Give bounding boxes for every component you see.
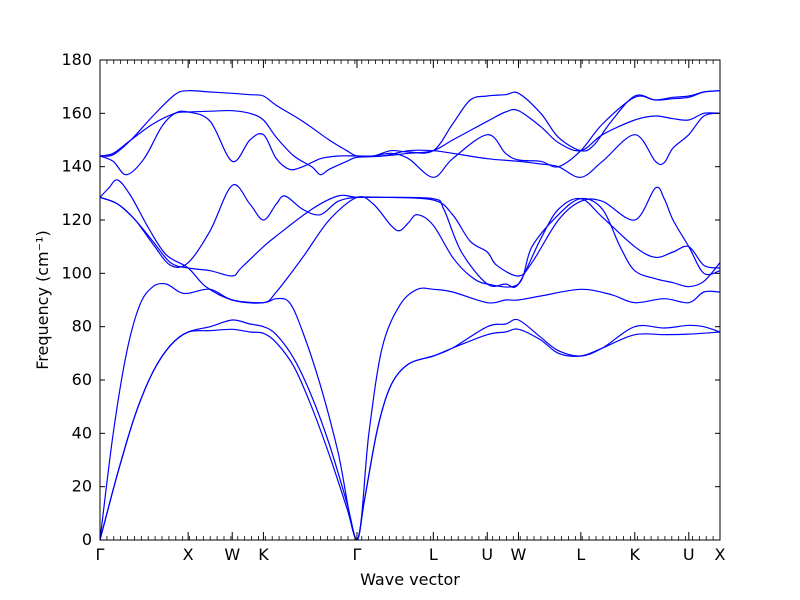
phonon-branch-3 — [99, 282, 721, 541]
y-tick-label: 60 — [72, 370, 92, 389]
y-tick-label: 20 — [72, 477, 92, 496]
phonon-branch-2 — [99, 318, 721, 541]
y-tick-label: 80 — [72, 317, 92, 336]
x-tick-label: L — [576, 545, 585, 564]
y-tick-label: 140 — [61, 157, 92, 176]
x-tick-label: W — [511, 545, 527, 564]
x-tick-label: X — [715, 545, 726, 564]
phonon-branch-1 — [99, 328, 721, 541]
y-tick-label: 180 — [61, 50, 92, 69]
y-axis-label: Frequency (cm⁻¹) — [33, 230, 52, 369]
y-tick-label: 160 — [61, 103, 92, 122]
x-tick-label: U — [481, 545, 493, 564]
x-tick-label: U — [683, 545, 695, 564]
x-tick-label: Γ — [96, 545, 105, 564]
phonon-branch-7 — [99, 108, 721, 176]
x-tick-label: X — [183, 545, 194, 564]
x-tick-label: W — [224, 545, 240, 564]
x-tick-label: L — [429, 545, 438, 564]
y-tick-label: 100 — [61, 263, 92, 282]
x-tick-label: K — [258, 545, 269, 564]
y-tick-label: 40 — [72, 423, 92, 442]
phonon-branch-5 — [99, 184, 721, 277]
x-axis-label: Wave vector — [360, 570, 460, 589]
phonon-branch-8 — [99, 109, 721, 178]
phonon-branch-10 — [356, 90, 721, 157]
phonon-branch-9 — [99, 89, 721, 178]
x-tick-label: K — [630, 545, 641, 564]
y-tick-label: 0 — [82, 530, 92, 549]
phonon-branch-6 — [99, 179, 721, 304]
series-layer — [99, 89, 721, 541]
x-tick-label: Γ — [353, 545, 362, 564]
y-tick-label: 120 — [61, 210, 92, 229]
plot-frame — [99, 59, 721, 541]
